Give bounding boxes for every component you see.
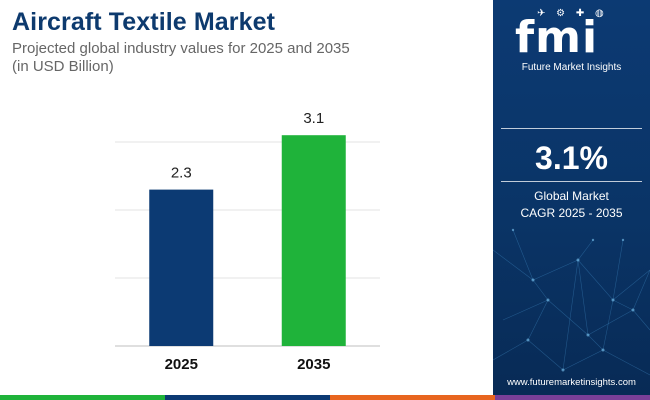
bottom-color-stripe	[0, 395, 650, 400]
stripe-segment-1	[0, 395, 165, 400]
cagr-label-line2: CAGR 2025 - 2035	[520, 206, 623, 220]
bar-2025	[149, 189, 214, 346]
website-link[interactable]: www.futuremarketinsights.com	[507, 377, 636, 388]
bar-chart: 2.3 2025 3.1 2035	[115, 110, 380, 373]
x-tick-label-2035: 2035	[297, 356, 330, 373]
stripe-segment-4	[495, 395, 650, 400]
fmi-logo: ✈ ⚙ ✚ ◍ fmi Future Market Insights	[493, 6, 650, 76]
sidebar: ✈ ⚙ ✚ ◍ fmi Future Market Insights 3.1% …	[493, 0, 650, 400]
subtitle-line: Projected global industry values for 202…	[12, 40, 350, 57]
bar-2035	[281, 135, 346, 346]
divider-top	[501, 128, 642, 129]
stripe-segment-2	[165, 395, 330, 400]
bar-value-label-2035: 3.1	[303, 110, 324, 127]
network-decoration	[493, 228, 650, 376]
cagr-label: Global Market CAGR 2025 - 2035	[493, 188, 650, 222]
logo-pictograms: ✈ ⚙ ✚ ◍	[537, 8, 608, 19]
x-tick-label-2025: 2025	[165, 356, 198, 373]
cagr-value: 3.1%	[535, 140, 608, 176]
stripe-segment-3	[330, 395, 495, 400]
chart-panel: Aircraft Textile Market Projected global…	[12, 8, 482, 373]
logo-tagline: Future Market Insights	[521, 62, 622, 73]
chart-title: Aircraft Textile Market	[12, 8, 276, 36]
logo-letters: fmi	[515, 12, 599, 63]
unit-note: (in USD Billion)	[12, 58, 114, 75]
cagr-label-line1: Global Market	[534, 189, 609, 203]
chart-subtitle: Projected global industry values for 202…	[12, 40, 482, 76]
bar-value-label-2025: 2.3	[171, 165, 192, 182]
divider-middle	[501, 181, 642, 182]
